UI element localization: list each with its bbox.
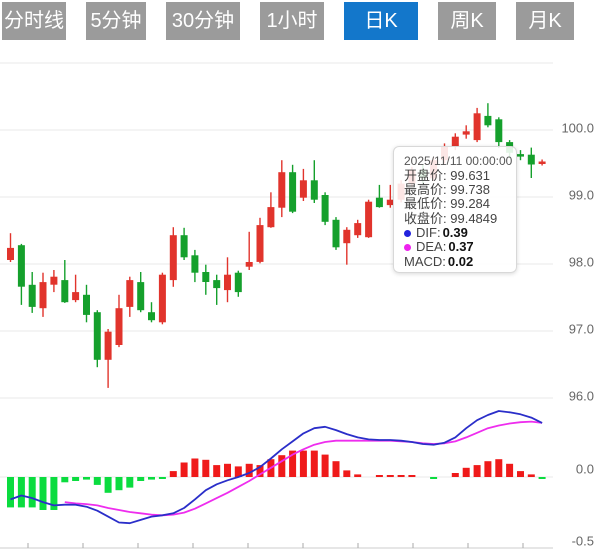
svg-text:96.0: 96.0 bbox=[569, 388, 594, 403]
open-label: 开盘价 bbox=[404, 168, 450, 183]
svg-text:0.0: 0.0 bbox=[576, 461, 594, 476]
macd-histogram bbox=[7, 450, 546, 510]
tooltip-macd-row: MACD0.02 bbox=[404, 254, 516, 270]
close-label: 收盘价 bbox=[404, 211, 450, 226]
dif-dot-icon bbox=[404, 229, 411, 237]
close-value: 99.4849 bbox=[450, 210, 498, 226]
svg-text:100.0: 100.0 bbox=[561, 120, 594, 135]
macd-value: 0.02 bbox=[447, 254, 474, 269]
dea-dot-icon bbox=[404, 244, 411, 252]
tab-分时线[interactable]: 分时线 bbox=[2, 2, 66, 40]
tab-30分钟[interactable]: 30分钟 bbox=[166, 2, 240, 40]
open-value: 99.631 bbox=[450, 168, 491, 183]
high-value: 99.738 bbox=[450, 182, 491, 198]
tab-1小时[interactable]: 1小时 bbox=[260, 2, 324, 40]
tooltip-high-row: 最高价99.738 bbox=[404, 182, 516, 198]
high-label: 最高价 bbox=[404, 182, 450, 197]
price-grid bbox=[0, 62, 553, 399]
tooltip-dif-row: DIF0.39 bbox=[404, 224, 516, 241]
macd-label: MACD bbox=[404, 254, 446, 270]
dea-value: 0.37 bbox=[448, 239, 474, 255]
tooltip-timestamp: 2025/11/11 00:00:00 bbox=[404, 154, 513, 168]
dif-line bbox=[10, 410, 543, 525]
svg-text:-0.5: -0.5 bbox=[572, 533, 594, 548]
tooltip-dea-row: DEA0.37 bbox=[404, 240, 516, 255]
price-axis-labels: 100.0 99.0 98.0 97.0 96.0 bbox=[561, 120, 594, 403]
svg-text:97.0: 97.0 bbox=[569, 321, 594, 336]
tab-周K[interactable]: 周K bbox=[438, 2, 496, 40]
tab-5分钟[interactable]: 5分钟 bbox=[86, 2, 146, 40]
tooltip-low-row: 最低价99.284 bbox=[404, 196, 516, 212]
tooltip-open-row: 开盘价99.631 bbox=[404, 168, 516, 183]
bottom-axis bbox=[0, 543, 553, 549]
dif-label: DIF bbox=[416, 225, 441, 241]
low-label: 最低价 bbox=[404, 196, 450, 211]
dea-label: DEA bbox=[416, 240, 446, 255]
tab-日K[interactable]: 日K bbox=[344, 2, 418, 40]
dif-value: 0.39 bbox=[442, 224, 468, 240]
svg-text:98.0: 98.0 bbox=[569, 254, 594, 269]
dea-line bbox=[64, 420, 543, 517]
tab-月K[interactable]: 月K bbox=[516, 2, 574, 40]
svg-text:99.0: 99.0 bbox=[569, 187, 594, 202]
macd-axis-labels: 0.0 -0.5 bbox=[572, 461, 594, 548]
crosshair-tooltip: 2025/11/11 00:00:00 开盘价99.631 最高价99.738 … bbox=[393, 146, 517, 273]
period-tab-bar: 分时线 5分钟 30分钟 1小时 日K 周K 月K bbox=[2, 2, 574, 40]
tooltip-close-row: 收盘价99.4849 bbox=[404, 210, 516, 226]
low-value: 99.284 bbox=[450, 196, 491, 212]
